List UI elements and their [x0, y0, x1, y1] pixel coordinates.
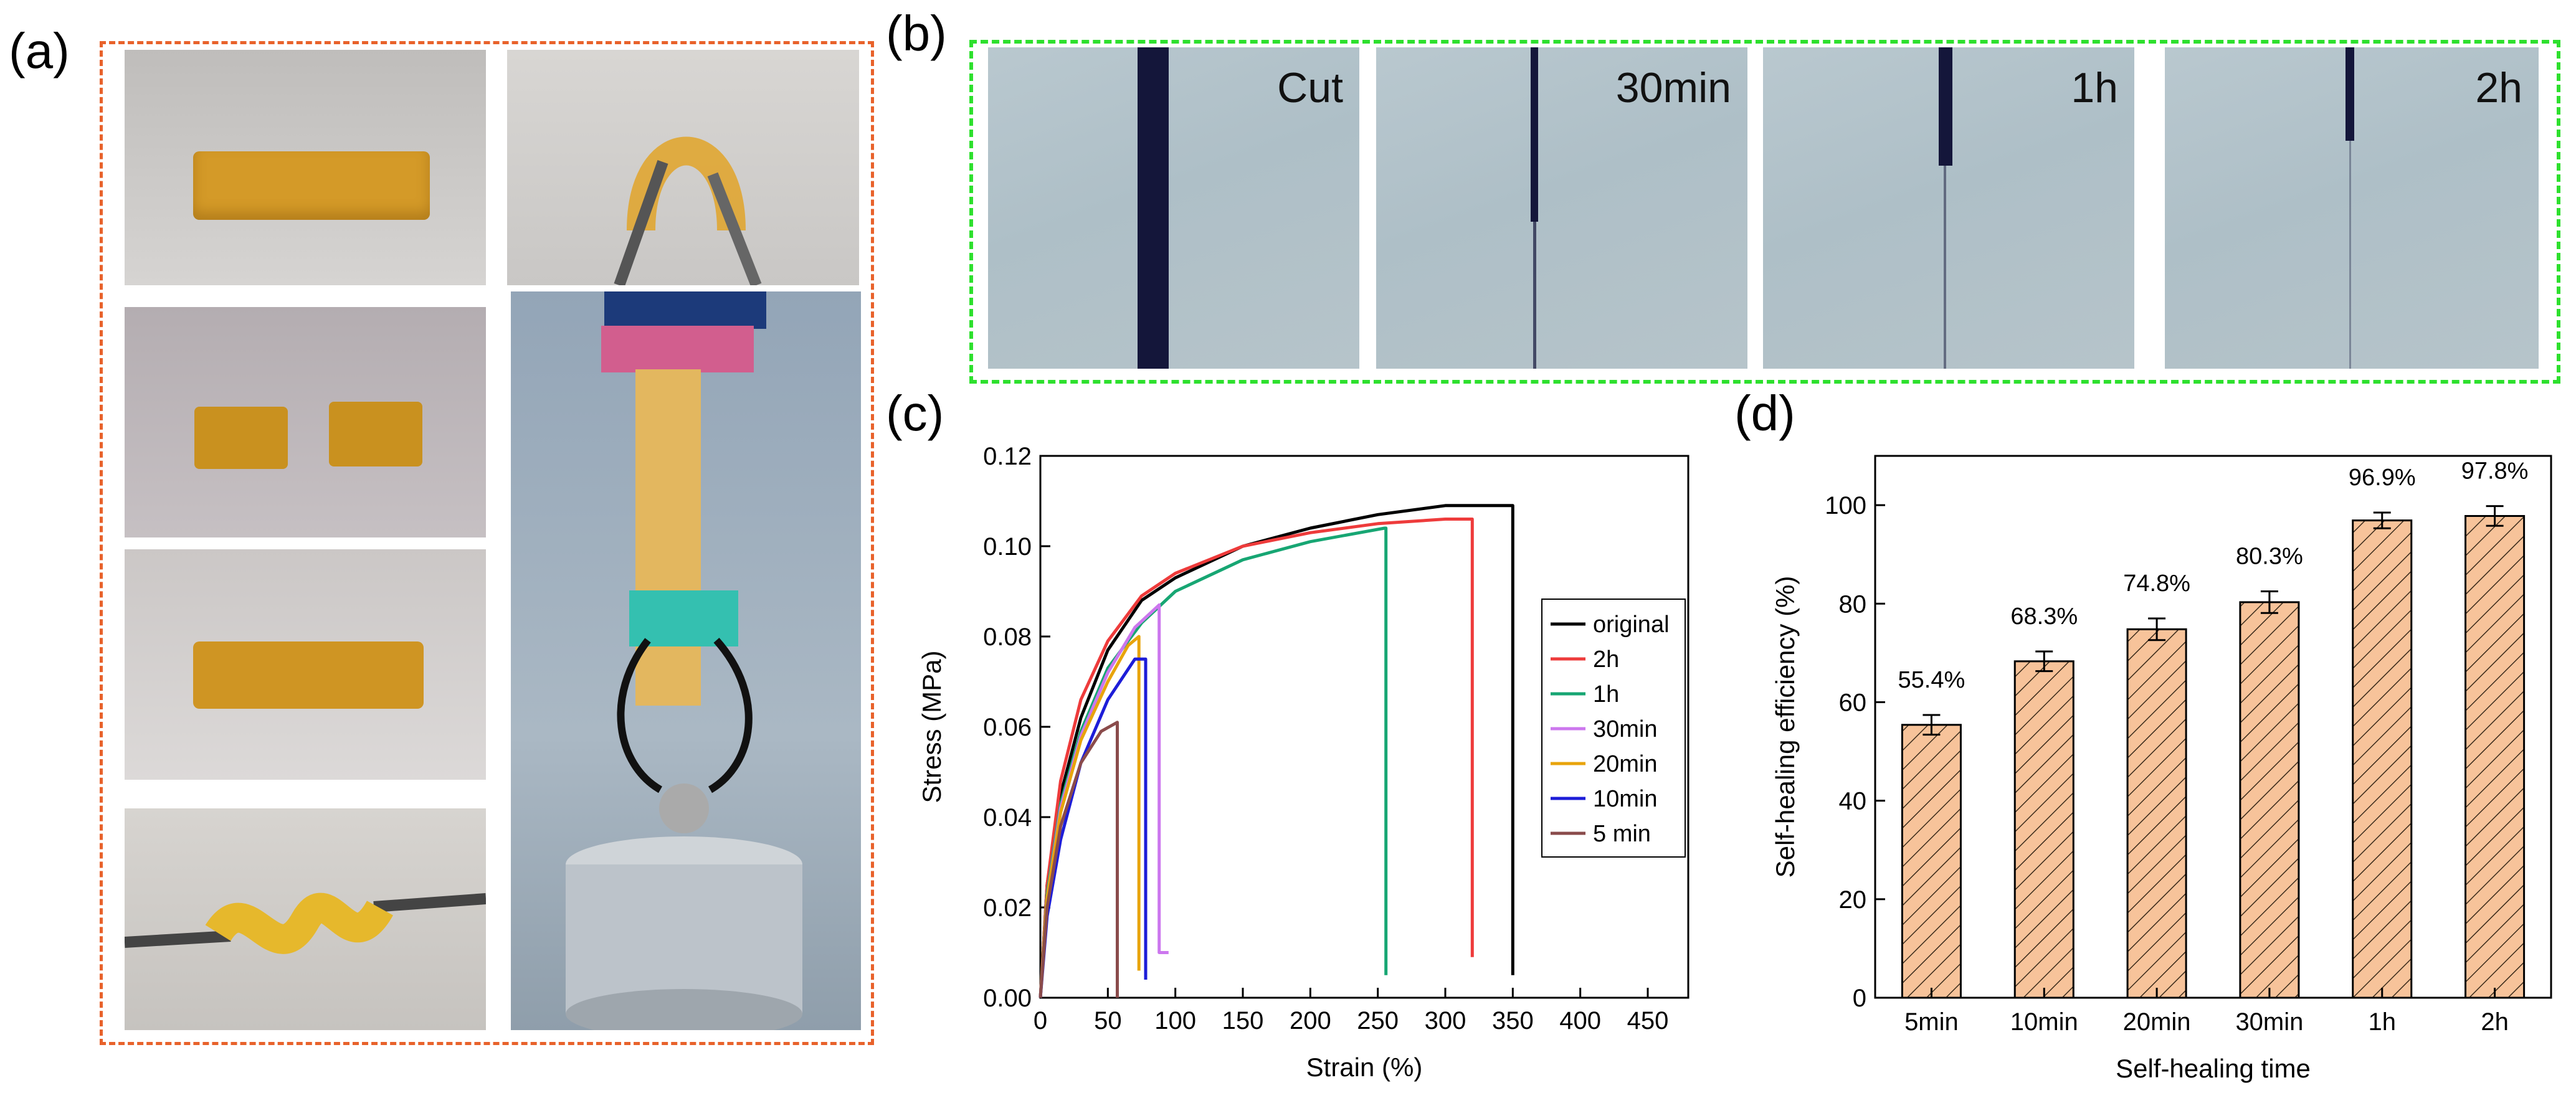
- crack-mark: [1533, 222, 1536, 369]
- data-label: 68.3%: [2010, 603, 2078, 630]
- data-label: 97.8%: [2461, 458, 2529, 485]
- x-tick-label: 100: [1154, 1007, 1196, 1034]
- y-tick-label: 0.04: [983, 804, 1032, 831]
- y-tick-label: 100: [1825, 492, 1866, 519]
- panel-a-border: [100, 41, 874, 1045]
- x-tick-label: 50: [1094, 1007, 1122, 1034]
- panel-c-label: (c): [886, 386, 944, 441]
- y-tick-label: 40: [1839, 788, 1867, 815]
- gel-piece-right: [329, 402, 422, 466]
- legend-label: 1h: [1593, 681, 1619, 708]
- photo-intact-strip: [125, 50, 486, 285]
- y-tick-label: 0.00: [983, 985, 1032, 1012]
- crack-mark: [1939, 47, 1952, 166]
- x-tick-label: 2h: [2481, 1008, 2509, 1036]
- photo-healed-strip: [125, 549, 486, 780]
- photo-cut-strip: [125, 307, 486, 537]
- micrograph-frame-2h: 2h: [2165, 47, 2539, 369]
- x-tick-label: 350: [1492, 1007, 1534, 1034]
- crack-mark: [2349, 141, 2351, 369]
- y-axis-label: Stress (MPa): [917, 650, 946, 803]
- x-tick-label: 1h: [2369, 1008, 2397, 1036]
- crack-mark: [1944, 166, 1946, 369]
- bar-30min: [2239, 601, 2300, 999]
- legend-label: original: [1593, 612, 1670, 638]
- frame-label: 1h: [2071, 64, 2118, 111]
- data-label: 55.4%: [1898, 667, 1965, 693]
- x-tick-label: 20min: [2123, 1008, 2191, 1036]
- photo-bent-strip: [507, 50, 859, 285]
- y-axis-label: Self-healing efficiency (%): [1770, 576, 1800, 878]
- series-line-original: [1038, 504, 1514, 998]
- frame-label: 2h: [2475, 64, 2522, 111]
- micrograph-frame-cut: Cut: [988, 47, 1359, 369]
- y-tick-label: 0.02: [983, 894, 1032, 922]
- twisted-strip-drawing: [125, 892, 486, 954]
- self-healing-efficiency-chart: 0 20 40 60 80 100 55.4% 5min 68.3% 10min 74.8% 20mi…: [1770, 455, 2552, 1083]
- gel-healed-strip: [193, 641, 424, 709]
- x-axis-label: Strain (%): [1306, 1053, 1423, 1082]
- frame-label: 30min: [1615, 64, 1731, 111]
- bar-10min: [2013, 660, 2075, 999]
- crack-mark: [1138, 47, 1169, 369]
- bar-5min: [1901, 724, 1962, 999]
- x-tick-label: 400: [1559, 1007, 1601, 1034]
- series-line-2h: [1038, 518, 1474, 998]
- panel-a-label: (a): [9, 23, 70, 78]
- stress-strain-chart: 0 50 100 150 200 250 300 350 400 450 0.00 0.02 0.04 0…: [917, 443, 1690, 1082]
- panel-d-label: (d): [1734, 386, 1795, 441]
- bent-strip-drawing: [614, 136, 762, 285]
- bar-2h: [2464, 514, 2526, 999]
- data-label: 80.3%: [2236, 544, 2303, 570]
- photo-twisted-strip: [125, 808, 486, 1030]
- x-tick-label: 10min: [2010, 1008, 2078, 1036]
- series-line-5min: [1038, 721, 1119, 998]
- y-tick-label: 0.06: [983, 714, 1032, 741]
- data-label: 96.9%: [2349, 465, 2416, 491]
- plot-frame: [1874, 455, 2552, 999]
- y-tick-label: 80: [1839, 590, 1867, 618]
- x-axis-label: Self-healing time: [2116, 1054, 2311, 1083]
- x-tick-label: 0: [1034, 1007, 1047, 1034]
- data-label: 74.8%: [2123, 570, 2190, 597]
- x-tick-label: 150: [1222, 1007, 1264, 1034]
- frame-label: Cut: [1277, 64, 1343, 111]
- crack-mark: [1531, 47, 1538, 222]
- y-tick-label: 0: [1853, 985, 1866, 1012]
- panel-b-label: (b): [886, 6, 947, 61]
- x-tick-label: 250: [1357, 1007, 1399, 1034]
- gel-piece-left: [194, 407, 288, 469]
- legend-label: 5 min: [1593, 821, 1651, 847]
- series-line-10min: [1038, 657, 1148, 998]
- legend-label: 30min: [1593, 716, 1658, 742]
- crack-mark: [2345, 47, 2354, 141]
- micrograph-frame-1h: 1h: [1763, 47, 2134, 369]
- x-tick-label: 300: [1425, 1007, 1466, 1034]
- gel-strip: [193, 151, 430, 220]
- photo-hanging-weight: [511, 291, 861, 1030]
- bar-1h: [2352, 519, 2413, 999]
- weight-setup-drawing: [566, 291, 802, 1030]
- y-tick-label: 20: [1839, 886, 1867, 914]
- y-tick-label: 0.10: [983, 533, 1032, 561]
- x-tick-label: 5min: [1904, 1008, 1959, 1036]
- micrograph-frame-30min: 30min: [1376, 47, 1747, 369]
- legend-label: 2h: [1593, 646, 1619, 673]
- x-tick-label: 450: [1627, 1007, 1669, 1034]
- legend-label: 20min: [1593, 751, 1658, 777]
- series-line-20min: [1038, 635, 1141, 998]
- y-tick-label: 0.08: [983, 623, 1032, 651]
- x-tick-label: 30min: [2235, 1008, 2303, 1036]
- x-tick-label: 200: [1290, 1007, 1331, 1034]
- panel-b-border: [969, 40, 2560, 384]
- legend-label: 10min: [1593, 786, 1658, 812]
- series-line-1h: [1038, 526, 1388, 998]
- y-tick-label: 0.12: [983, 443, 1032, 470]
- bar-20min: [2126, 628, 2187, 999]
- y-tick-label: 60: [1839, 689, 1867, 716]
